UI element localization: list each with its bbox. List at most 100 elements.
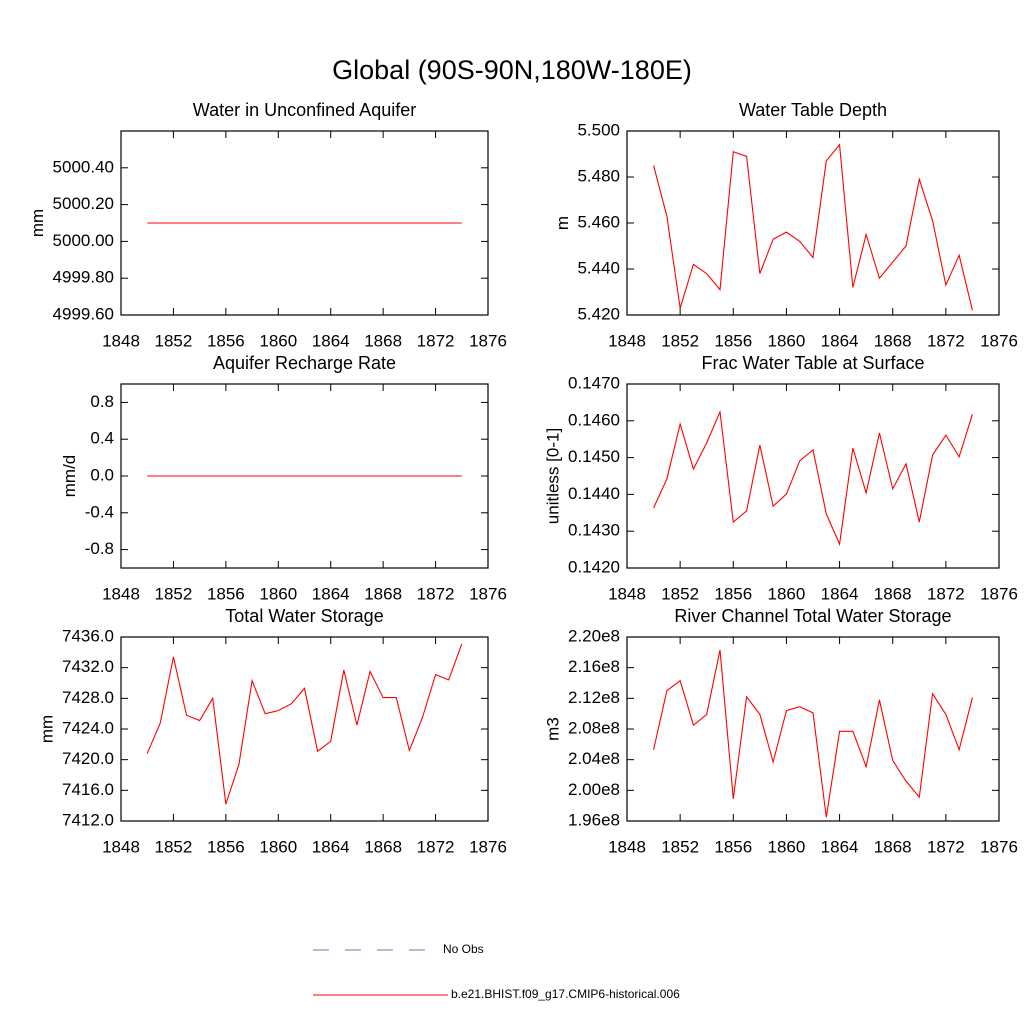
panel: Aquifer Recharge Rate 1848 1852 1856 1860 186…	[60, 353, 507, 604]
x-tick-label: 1872	[417, 331, 455, 350]
x-tick-label: 1876	[980, 331, 1018, 350]
x-tick-label: 1864	[312, 584, 350, 603]
x-tick-label: 1856	[714, 584, 752, 603]
panel: Frac Water Table at Surface 1848 1852 1856 1…	[543, 353, 1017, 604]
y-tick-label: 0.1440	[568, 484, 620, 503]
y-tick-label: 2.12e8	[568, 688, 620, 707]
y-tick-label: 4999.80	[53, 268, 114, 287]
x-tick-label: 1856	[207, 331, 245, 350]
y-tick-label: 5.440	[577, 258, 620, 277]
x-tick-label: 1876	[980, 584, 1018, 603]
y-tick-label: 5.480	[577, 166, 620, 185]
y-tick-label: 4999.60	[53, 304, 114, 323]
x-tick-label: 1860	[768, 331, 806, 350]
x-tick-label: 1860	[768, 584, 806, 603]
y-tick-label: 0.1460	[568, 410, 620, 429]
y-tick-label: 5000.00	[53, 231, 114, 250]
x-tick-label: 1848	[102, 837, 140, 856]
x-tick-label: 1848	[608, 331, 646, 350]
y-axis-label: mm	[28, 209, 47, 237]
x-tick-label: 1852	[155, 837, 193, 856]
data-line	[146, 643, 463, 805]
y-tick-label: 7436.0	[62, 626, 114, 645]
x-tick-label: 1856	[207, 584, 245, 603]
panel: Water in Unconfined Aquifer 1848 1852 1856 1…	[28, 100, 507, 351]
panel-title: Total Water Storage	[225, 606, 383, 626]
x-tick-label: 1868	[874, 837, 912, 856]
panel-title: Aquifer Recharge Rate	[213, 353, 396, 373]
figure-title: Global (90S-90N,180W-180E)	[332, 55, 692, 85]
y-tick-label: 0.1420	[568, 557, 620, 576]
y-tick-label: 0.0	[90, 465, 114, 484]
x-tick-label: 1868	[874, 331, 912, 350]
x-tick-label: 1864	[312, 837, 350, 856]
legend-label: No Obs	[443, 942, 484, 956]
y-axis-label: mm	[37, 715, 56, 743]
y-tick-label: 1.96e8	[568, 810, 620, 829]
x-tick-label: 1860	[259, 331, 297, 350]
x-tick-label: 1848	[608, 584, 646, 603]
x-tick-label: 1864	[312, 331, 350, 350]
x-tick-label: 1852	[155, 331, 193, 350]
y-axis-label: m3	[543, 717, 562, 741]
data-line	[653, 409, 973, 547]
y-tick-label: -0.4	[85, 502, 114, 521]
y-tick-label: 5000.20	[53, 194, 114, 213]
panel-title: River Channel Total Water Storage	[674, 606, 951, 626]
x-tick-label: 1856	[207, 837, 245, 856]
x-tick-label: 1856	[714, 331, 752, 350]
x-tick-label: 1864	[821, 837, 859, 856]
x-tick-label: 1856	[714, 837, 752, 856]
x-tick-label: 1872	[927, 837, 965, 856]
data-line	[653, 649, 973, 818]
x-tick-label: 1848	[102, 584, 140, 603]
y-tick-label: 7420.0	[62, 749, 114, 768]
x-tick-label: 1848	[102, 331, 140, 350]
panel-title: Frac Water Table at Surface	[701, 353, 924, 373]
x-tick-label: 1868	[364, 331, 402, 350]
y-tick-label: 0.4	[90, 429, 114, 448]
x-tick-label: 1872	[417, 837, 455, 856]
plot-frame	[626, 383, 1000, 569]
panel: Water Table Depth 1848 1852 1856 1860 1864 186…	[553, 100, 1018, 351]
y-tick-label: 0.8	[90, 392, 114, 411]
panel-title: Water Table Depth	[739, 100, 887, 120]
x-tick-label: 1864	[821, 331, 859, 350]
x-tick-label: 1852	[661, 837, 699, 856]
x-tick-label: 1868	[364, 837, 402, 856]
x-tick-label: 1872	[417, 584, 455, 603]
panel: River Channel Total Water Storage 1848 185…	[543, 606, 1017, 857]
y-tick-label: 5.500	[577, 120, 620, 139]
x-tick-label: 1852	[661, 331, 699, 350]
y-tick-label: 7412.0	[62, 810, 114, 829]
x-tick-label: 1876	[980, 837, 1018, 856]
x-tick-label: 1860	[768, 837, 806, 856]
plot-frame	[120, 636, 489, 822]
y-tick-label: 0.1430	[568, 521, 620, 540]
y-tick-label: -0.8	[85, 539, 114, 558]
legend-label: b.e21.BHIST.f09_g17.CMIP6-historical.006	[451, 987, 680, 1001]
y-tick-label: 0.1450	[568, 447, 620, 466]
y-axis-label: mm/d	[60, 455, 79, 498]
x-tick-label: 1868	[874, 584, 912, 603]
y-tick-label: 2.08e8	[568, 718, 620, 737]
y-axis-label: m	[553, 216, 572, 230]
panel: Total Water Storage 1848 1852 1856 1860 1864 1…	[37, 606, 506, 857]
x-tick-label: 1872	[927, 584, 965, 603]
y-tick-label: 2.20e8	[568, 626, 620, 645]
panel-title: Water in Unconfined Aquifer	[193, 100, 416, 120]
y-tick-label: 5.420	[577, 304, 620, 323]
x-tick-label: 1860	[259, 837, 297, 856]
plot-frame	[626, 130, 1000, 316]
data-line	[653, 143, 973, 311]
y-tick-label: 2.00e8	[568, 780, 620, 799]
y-tick-label: 7432.0	[62, 657, 114, 676]
x-tick-label: 1868	[364, 584, 402, 603]
y-tick-label: 2.16e8	[568, 657, 620, 676]
x-tick-label: 1852	[155, 584, 193, 603]
plot-frame	[120, 130, 489, 316]
y-tick-label: 2.04e8	[568, 749, 620, 768]
y-tick-label: 5.460	[577, 212, 620, 231]
y-tick-label: 7424.0	[62, 718, 114, 737]
